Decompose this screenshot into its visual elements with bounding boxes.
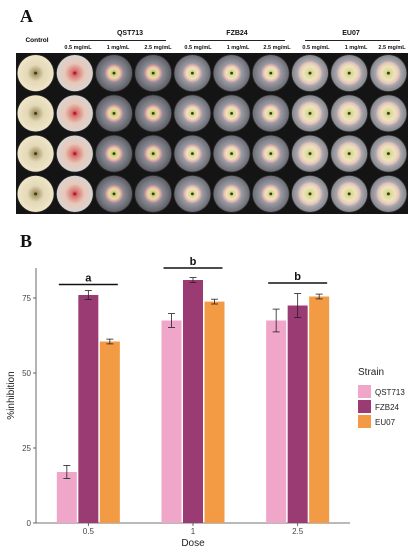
bar-fzb24-0.5 (78, 295, 99, 523)
x-tick-label: 0.5 (83, 527, 95, 536)
inoculation-spot (347, 111, 351, 115)
inoculation-spot (387, 71, 390, 75)
dose-label-fzb24-2.5: 2.5 mg/mL (263, 45, 291, 51)
x-tick-label: 1 (191, 527, 196, 536)
strain-header-eu07: EU07 (342, 30, 360, 37)
inoculation-spot (73, 152, 77, 156)
inoculation-spot (191, 152, 194, 156)
y-tick-label: 50 (22, 369, 31, 378)
inoculation-spot (269, 111, 273, 115)
inoculation-spot (112, 152, 116, 156)
inoculation-spot (112, 192, 116, 196)
inoculation-spot (34, 152, 37, 156)
inoculation-spot (387, 111, 390, 115)
inoculation-spot (230, 192, 234, 196)
dose-label-eu07-2.5: 2.5 mg/mL (378, 45, 406, 51)
strain-underline-qst713 (70, 40, 166, 41)
inoculation-spot (308, 192, 312, 196)
bar-eu07-2.5 (309, 296, 330, 523)
panel-a-letter: A (20, 6, 33, 26)
bar-eu07-1 (204, 301, 225, 523)
strain-underline-eu07 (305, 40, 400, 41)
dose-label-fzb24-0.5: 0.5 mg/mL (184, 45, 212, 51)
inoculation-spot (387, 152, 390, 156)
bar-qst713-1 (161, 320, 182, 523)
inoculation-spot (112, 71, 116, 75)
inoculation-spot (73, 192, 77, 196)
dose-label-fzb24-1: 1 mg/mL (226, 45, 250, 51)
dose-label-eu07-0.5: 0.5 mg/mL (302, 45, 330, 51)
petri-plate-photo (16, 53, 408, 214)
inoculation-spot (73, 71, 77, 75)
inoculation-spot (308, 111, 312, 115)
inoculation-spot (347, 152, 351, 156)
inoculation-spot (191, 71, 194, 75)
inoculation-spot (151, 111, 155, 115)
inoculation-spot (151, 71, 155, 75)
inoculation-spot (308, 152, 312, 156)
inoculation-spot (73, 111, 77, 115)
y-axis-label: %inhibition (6, 371, 17, 419)
inoculation-spot (347, 192, 351, 196)
dose-label-qst713-2.5: 2.5 mg/mL (144, 45, 172, 51)
legend-swatch-fzb24 (358, 400, 371, 413)
strain-underline-fzb24 (190, 40, 285, 41)
bar-fzb24-1 (183, 280, 203, 523)
y-tick-label: 25 (22, 444, 31, 453)
inoculation-spot (191, 111, 194, 115)
y-tick-label: 0 (27, 519, 32, 528)
inoculation-spot (151, 192, 155, 196)
significance-letter: b (294, 271, 301, 283)
control-column-label: Control (25, 37, 49, 44)
panel-b-letter: B (20, 231, 33, 251)
inoculation-spot (308, 71, 312, 75)
legend-title: Strain (358, 367, 384, 378)
inoculation-spot (347, 71, 351, 75)
inoculation-spot (34, 71, 37, 75)
significance-letter: a (85, 273, 92, 285)
inoculation-spot (34, 192, 37, 196)
inoculation-spot (269, 192, 273, 196)
legend-swatch-qst713 (358, 385, 371, 398)
inoculation-spot (151, 152, 155, 156)
inoculation-spot (230, 111, 234, 115)
dose-label-qst713-0.5: 0.5 mg/mL (64, 45, 92, 51)
inoculation-spot (112, 111, 116, 115)
inoculation-spot (230, 152, 234, 156)
x-tick-label: 2.5 (292, 527, 304, 536)
dose-label-eu07-1: 1 mg/mL (344, 45, 368, 51)
y-tick-label: 75 (22, 294, 31, 303)
bar-eu07-0.5 (99, 341, 120, 523)
legend-swatch-eu07 (358, 415, 371, 428)
significance-letter: b (190, 256, 197, 268)
inoculation-spot (34, 111, 37, 115)
inoculation-spot (269, 71, 273, 75)
inoculation-spot (387, 192, 390, 196)
legend-label-fzb24: FZB24 (375, 403, 400, 412)
petri-plate-grid (16, 54, 408, 213)
dose-label-qst713-1: 1 mg/mL (106, 45, 130, 51)
bar-qst713-2.5 (266, 320, 287, 523)
strain-header-fzb24: FZB24 (226, 30, 248, 37)
inoculation-spot (269, 152, 273, 156)
bar-fzb24-2.5 (287, 305, 308, 523)
bar-qst713-0.5 (56, 472, 77, 523)
x-axis-label: Dose (181, 538, 205, 549)
inoculation-spot (191, 192, 194, 196)
inoculation-spot (230, 71, 234, 75)
strain-header-qst713: QST713 (116, 30, 144, 37)
legend-label-eu07: EU07 (375, 418, 396, 427)
legend-label-qst713: QST713 (375, 388, 405, 397)
